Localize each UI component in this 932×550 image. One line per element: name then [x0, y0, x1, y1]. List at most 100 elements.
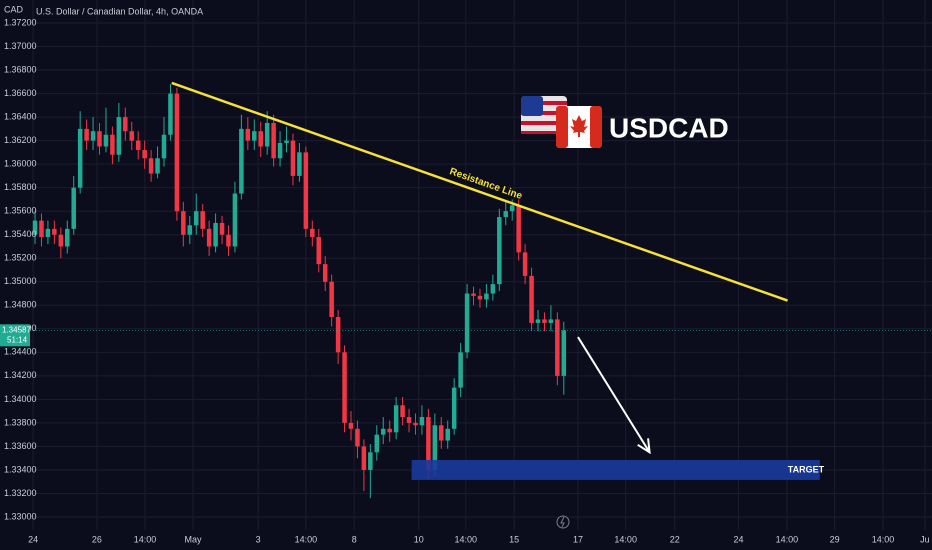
x-tick-label: 22 — [670, 534, 680, 544]
x-tick-label: 14:00 — [614, 534, 637, 544]
candle-body — [71, 187, 76, 229]
y-tick-label: 1.35000 — [4, 276, 37, 286]
candle-body — [393, 405, 399, 433]
candle-body — [451, 387, 457, 429]
candle-body — [387, 428, 392, 433]
arrow-head — [637, 438, 651, 455]
candle-body — [329, 281, 334, 318]
candle-body — [419, 417, 425, 426]
y-tick-label: 1.37200 — [4, 17, 37, 27]
candle-body — [84, 128, 89, 141]
candle-body — [142, 150, 147, 159]
candle-body — [155, 158, 160, 174]
candle-body — [355, 428, 360, 447]
candle-body — [484, 293, 489, 300]
candle-body — [458, 352, 463, 388]
candle-body — [135, 140, 141, 151]
y-tick-label: 1.34200 — [4, 370, 37, 380]
y-tick-label: 1.33600 — [4, 441, 37, 451]
grid — [30, 0, 932, 530]
candle-body — [245, 128, 251, 141]
candle-body — [252, 131, 257, 141]
x-tick-label: May — [185, 534, 203, 544]
candle-body — [522, 252, 528, 276]
candle-body — [103, 134, 109, 147]
y-tick-label: 1.35400 — [4, 229, 37, 239]
candle-body — [490, 284, 496, 294]
candle-body — [348, 422, 354, 429]
countdown: 51:14 — [7, 335, 28, 344]
candle-body — [271, 122, 276, 159]
candle-body — [548, 319, 554, 323]
y-tick-label: 1.34400 — [4, 347, 37, 357]
candle-body — [264, 122, 270, 147]
candle-body — [316, 237, 322, 265]
candle-body — [200, 211, 205, 229]
y-tick-label: 1.33200 — [4, 488, 37, 498]
candle-body — [77, 128, 83, 188]
candle-body — [406, 417, 412, 423]
candle-body — [206, 228, 212, 247]
candle-body — [116, 117, 122, 155]
candle-body — [561, 330, 567, 376]
last-price-label: 1.34587 — [2, 325, 31, 334]
y-tick-label: 1.35200 — [4, 253, 37, 263]
candle-body — [181, 211, 186, 235]
candle-body — [503, 211, 509, 218]
candle-body — [322, 264, 328, 282]
candle-body — [445, 428, 450, 441]
y-tick-label: 1.35600 — [4, 206, 37, 216]
y-tick-label: 1.36400 — [4, 111, 37, 121]
x-tick-label: 24 — [734, 534, 744, 544]
candle-body — [219, 222, 225, 235]
target-label: TARGET — [788, 464, 825, 474]
x-tick-label: 14:00 — [134, 534, 157, 544]
candle-body — [432, 425, 438, 470]
candle-body — [58, 234, 64, 247]
candle-body — [277, 142, 283, 159]
candle-body — [110, 134, 115, 155]
x-tick-label: 10 — [414, 534, 424, 544]
candle-body — [516, 205, 521, 253]
candle-body — [342, 352, 347, 423]
candle-body — [161, 134, 167, 159]
candle-body — [542, 319, 547, 323]
x-tick-label: 8 — [352, 534, 357, 544]
y-tick-label: 1.33800 — [4, 417, 37, 427]
candle-body — [187, 225, 193, 235]
canada-flag — [556, 106, 602, 148]
candle-body — [226, 234, 231, 247]
x-tick-label: 14:00 — [872, 534, 895, 544]
candle-body — [129, 131, 135, 141]
candle-body — [535, 319, 541, 323]
x-tick-label: 3 — [256, 534, 261, 544]
y-tick-label: 1.36600 — [4, 88, 37, 98]
candle-body — [413, 422, 418, 426]
candle-body — [400, 405, 405, 418]
y-tick-label: 1.36200 — [4, 135, 37, 145]
y-tick-label: 1.36800 — [4, 64, 37, 74]
candle-body — [239, 128, 244, 194]
y-tick-label: 1.34800 — [4, 300, 37, 310]
candle-body — [426, 417, 431, 470]
us-flag — [521, 96, 567, 134]
x-tick-label: 29 — [830, 534, 840, 544]
candle-body — [90, 131, 96, 141]
x-tick-label: 14:00 — [776, 534, 799, 544]
y-tick-label: 1.35800 — [4, 182, 37, 192]
candle-body — [290, 140, 296, 176]
x-tick-label: 14:00 — [455, 534, 478, 544]
x-tick-label: 24 — [28, 534, 38, 544]
candles — [30, 84, 932, 499]
symbol-label: USDCAD — [609, 112, 729, 143]
replay-icon — [556, 515, 570, 529]
resistance-line — [171, 81, 788, 302]
candle-body — [361, 446, 367, 470]
y-tick-label: 1.37000 — [4, 41, 37, 51]
candle-body — [258, 131, 263, 147]
candle-body — [497, 217, 502, 285]
candle-body — [193, 211, 199, 226]
candle-body — [297, 152, 302, 176]
candle-body — [174, 93, 180, 212]
candle-body — [39, 220, 44, 238]
